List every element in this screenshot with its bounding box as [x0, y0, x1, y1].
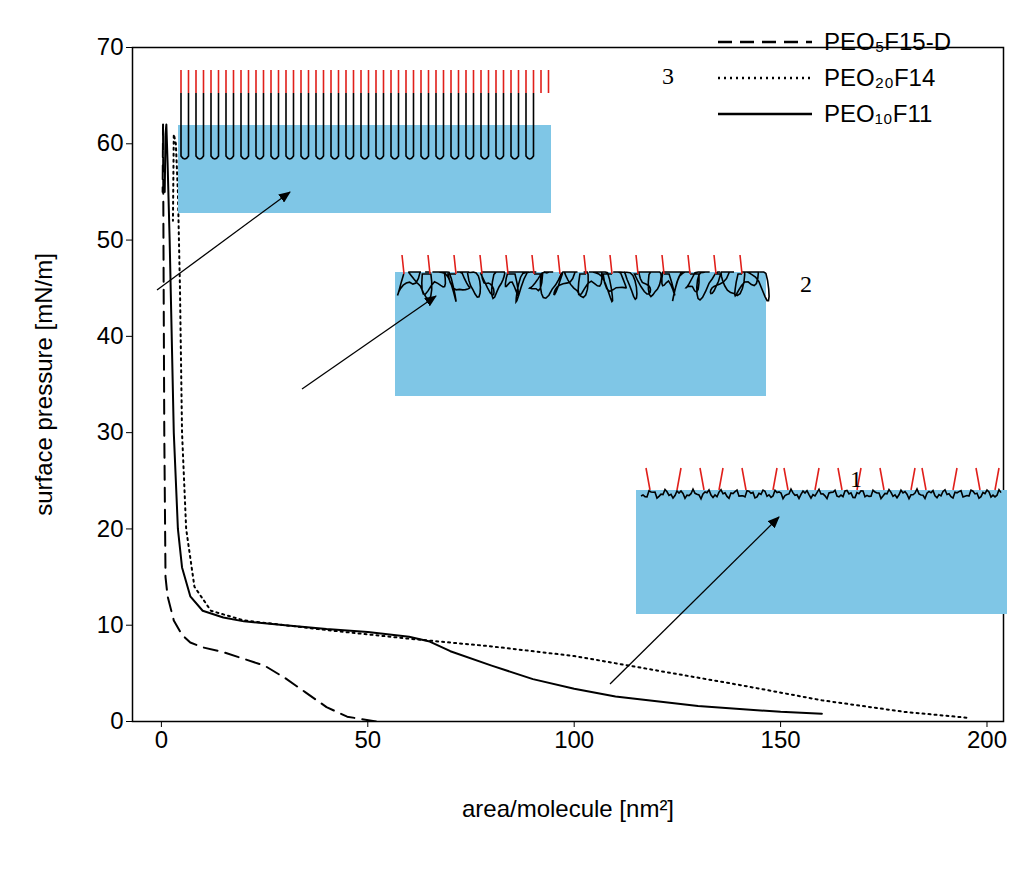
svg-text:60: 60 [97, 129, 124, 156]
svg-text:10: 10 [97, 611, 124, 638]
svg-text:40: 40 [97, 322, 124, 349]
svg-text:PEO₅F15-D: PEO₅F15-D [824, 28, 951, 55]
svg-text:200: 200 [967, 726, 1007, 753]
svg-text:3: 3 [662, 63, 674, 89]
svg-text:PEO₂₀F14: PEO₂₀F14 [824, 64, 935, 91]
svg-text:70: 70 [97, 33, 124, 60]
svg-text:1: 1 [850, 466, 862, 492]
svg-text:20: 20 [97, 515, 124, 542]
svg-text:area/molecule [nm²]: area/molecule [nm²] [462, 795, 674, 822]
svg-text:2: 2 [800, 271, 812, 297]
svg-text:0: 0 [110, 707, 123, 734]
svg-text:surface pressure [mN/m]: surface pressure [mN/m] [30, 253, 57, 516]
svg-text:100: 100 [554, 726, 594, 753]
svg-text:50: 50 [97, 226, 124, 253]
svg-text:PEO₁₀F11: PEO₁₀F11 [824, 100, 932, 127]
svg-text:30: 30 [97, 418, 124, 445]
svg-text:50: 50 [354, 726, 381, 753]
svg-text:0: 0 [155, 726, 168, 753]
svg-text:150: 150 [761, 726, 801, 753]
